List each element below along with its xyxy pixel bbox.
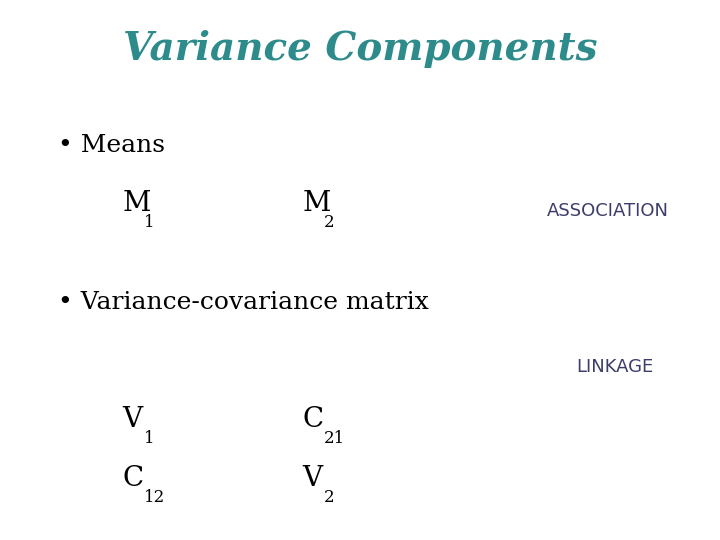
Text: C: C	[122, 465, 143, 492]
Text: 1: 1	[144, 430, 155, 447]
Text: ASSOCIATION: ASSOCIATION	[547, 201, 669, 220]
Text: M: M	[122, 190, 150, 217]
Text: 1: 1	[144, 214, 155, 231]
Text: 21: 21	[324, 430, 346, 447]
Text: M: M	[302, 190, 330, 217]
Text: LINKAGE: LINKAGE	[576, 358, 653, 376]
Text: 2: 2	[324, 214, 335, 231]
Text: 12: 12	[144, 489, 166, 506]
Text: • Variance-covariance matrix: • Variance-covariance matrix	[58, 291, 428, 314]
Text: V: V	[302, 465, 323, 492]
Text: C: C	[302, 406, 323, 433]
Text: Variance Components: Variance Components	[122, 30, 598, 68]
Text: 2: 2	[324, 489, 335, 506]
Text: • Means: • Means	[58, 134, 165, 157]
Text: V: V	[122, 406, 143, 433]
